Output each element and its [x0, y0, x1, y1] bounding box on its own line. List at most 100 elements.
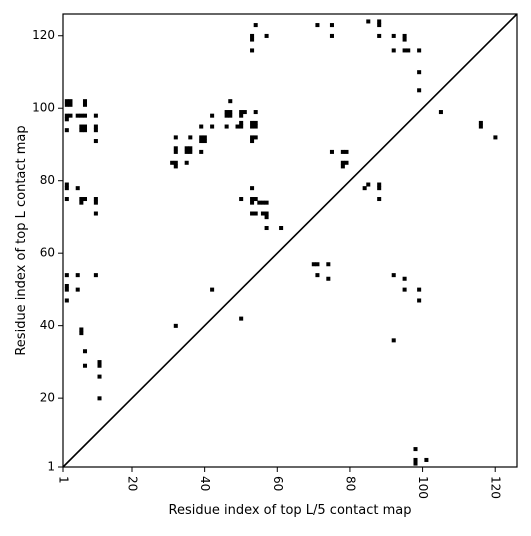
contact-point — [250, 48, 255, 53]
contact-point — [260, 200, 265, 205]
contact-point — [264, 211, 269, 216]
contact-point — [239, 124, 244, 129]
x-tick-label: 40 — [198, 476, 212, 491]
contact-point — [64, 186, 69, 191]
contact-point — [413, 457, 418, 462]
contact-point — [188, 135, 193, 140]
contact-point — [79, 331, 84, 336]
contact-point — [64, 113, 69, 118]
contact-point — [253, 110, 258, 115]
contact-point — [391, 48, 396, 53]
contact-point — [239, 316, 244, 321]
contact-point — [391, 273, 396, 278]
contact-point — [402, 37, 407, 42]
contact-point — [377, 182, 382, 187]
y-axis-title: Residue index of top L contact map — [14, 125, 29, 355]
contact-point — [326, 276, 331, 281]
contact-point — [64, 283, 69, 289]
contact-point — [239, 113, 244, 118]
contact-point — [173, 135, 178, 140]
contact-point — [82, 363, 88, 368]
contact-point — [362, 186, 367, 191]
contact-point — [315, 273, 320, 278]
contact-point — [93, 197, 98, 202]
contact-point — [253, 120, 258, 125]
contact-point — [224, 110, 229, 115]
contact-point — [64, 99, 69, 104]
contact-point — [377, 23, 382, 28]
contact-point — [402, 287, 407, 292]
contact-point — [377, 33, 382, 38]
contact-point — [79, 128, 84, 133]
contact-point — [199, 124, 204, 129]
contact-point — [173, 146, 178, 151]
y-tick-label: 100 — [32, 101, 55, 115]
diagonal-line — [62, 13, 518, 468]
contact-point — [366, 182, 371, 187]
contact-point — [184, 146, 189, 151]
contact-point — [239, 120, 244, 125]
contact-point — [97, 396, 102, 401]
contact-point — [402, 33, 407, 38]
contact-point — [264, 226, 269, 231]
x-tick-label: 120 — [489, 476, 503, 499]
contact-point — [210, 113, 215, 118]
contact-point — [173, 323, 178, 328]
contact-point — [75, 287, 80, 292]
contact-point — [82, 124, 88, 129]
contact-point — [75, 273, 80, 278]
contact-point — [64, 287, 69, 292]
contact-point — [344, 160, 349, 165]
contact-point — [413, 447, 418, 452]
contact-point — [64, 197, 69, 202]
contact-point — [417, 287, 422, 292]
x-axis-ticks: 1 20 40 60 80 100 120 — [57, 467, 503, 499]
contact-point — [478, 124, 483, 129]
contact-point — [417, 48, 422, 53]
contact-point — [93, 273, 98, 278]
contact-point — [210, 287, 215, 292]
contact-point — [340, 160, 345, 165]
contact-point — [228, 99, 233, 104]
y-tick-label: 120 — [32, 28, 55, 42]
contact-point — [438, 110, 443, 115]
contact-point — [253, 211, 258, 216]
contact-point — [260, 211, 265, 216]
contact-point — [173, 160, 178, 165]
contact-point — [264, 200, 269, 205]
contact-point — [417, 298, 422, 303]
contact-point — [391, 33, 396, 38]
contact-point — [93, 124, 98, 129]
contact-point — [250, 37, 255, 42]
contact-point — [68, 99, 73, 104]
x-tick-label: 1 — [57, 476, 71, 484]
contact-point — [340, 149, 345, 154]
contact-point — [253, 124, 258, 129]
contact-point — [79, 200, 84, 205]
contact-point — [202, 139, 207, 144]
y-tick-label: 20 — [40, 391, 55, 405]
contact-point — [82, 128, 88, 133]
contact-point — [344, 149, 349, 154]
plot-frame — [62, 13, 518, 468]
contact-point — [199, 139, 204, 144]
contact-point — [329, 23, 334, 28]
contact-point — [250, 33, 255, 38]
contact-point — [228, 113, 233, 118]
y-tick-label: 80 — [40, 173, 55, 187]
x-tick-label: 100 — [416, 476, 430, 499]
contact-point — [239, 197, 244, 202]
contact-point — [478, 120, 483, 125]
contact-point — [82, 113, 88, 118]
contact-point — [82, 197, 88, 202]
contact-point — [493, 135, 498, 140]
contact-point — [210, 124, 215, 129]
contact-point — [173, 149, 178, 154]
contact-point — [93, 211, 98, 216]
contact-point — [202, 135, 207, 140]
contact-point — [170, 160, 175, 165]
contact-point — [253, 135, 258, 140]
contact-point — [199, 135, 204, 140]
